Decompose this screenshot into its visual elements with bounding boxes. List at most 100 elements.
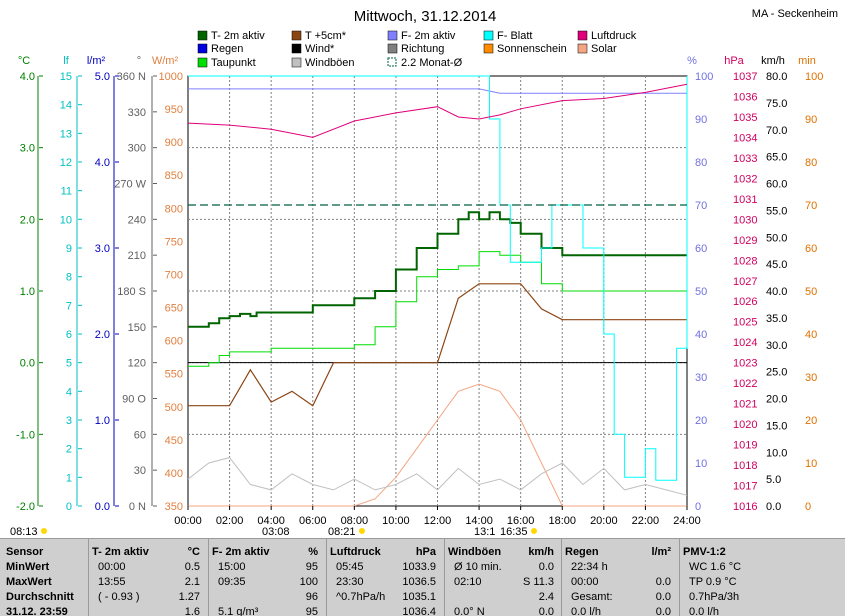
- legend: T- 2m aktiv T +5cm* F- 2m aktiv F- Blatt Luf…: [197, 30, 637, 69]
- table-header-unit: km/h: [528, 546, 554, 558]
- legend-swatch: [577, 30, 588, 41]
- x-tick-label: 08:00: [341, 515, 369, 527]
- axis-unit-leaf: lf: [63, 55, 69, 67]
- table-header-label: Luftdruck: [330, 546, 381, 558]
- axis-tick-hum: 30: [695, 372, 707, 384]
- table-cell-value: 0.5: [184, 561, 200, 573]
- axis-tick-press: 1020: [733, 419, 757, 431]
- axis-tick-wind: 0.0: [766, 501, 781, 513]
- axis-tick-press: 1030: [733, 214, 757, 226]
- table-row: 00:00 0.5: [92, 560, 204, 575]
- axis-tick-hum: 40: [695, 329, 707, 341]
- table-header-unit: hPa: [415, 546, 436, 558]
- x-axis: 00:00 02:00 04:00 06:00 08:00 10:00 12:00 14:00…: [10, 506, 701, 538]
- axis-tick-temp: -1.0: [16, 429, 35, 441]
- axis-tick-temp: 1.0: [20, 286, 35, 298]
- table-separator: [326, 539, 327, 616]
- table-row: ( - 0.93 ) 1.27: [92, 590, 204, 605]
- location-label: MA - Seckenheim: [752, 8, 838, 20]
- axis-tick-solar: 350: [165, 501, 183, 513]
- table-cell: 02:10: [454, 576, 482, 588]
- series-line: [187, 83, 688, 138]
- table-row: WC 1.6 °C: [683, 560, 793, 575]
- table-cell-value: 0.0: [538, 606, 554, 616]
- axis-tick-wind: 30.0: [766, 340, 787, 352]
- table-cell: 00:00: [98, 561, 126, 573]
- axis-tick-hum: 60: [695, 243, 707, 255]
- axis-tick-press: 1033: [733, 153, 757, 165]
- table-row: 22:34 h: [565, 560, 675, 575]
- axis-tick-wind: 80.0: [766, 71, 787, 83]
- table-cell-value: 1.6: [184, 606, 200, 616]
- axis-tick-wind: 10.0: [766, 447, 787, 459]
- axis-tick-sun: 10: [805, 458, 817, 470]
- legend-label: Windböen: [305, 57, 355, 69]
- table-separator: [444, 539, 445, 616]
- table-cell: Ø 10 min.: [454, 561, 502, 573]
- table-row: MinWert: [6, 560, 90, 575]
- table-row: 09:35 100: [212, 575, 322, 590]
- axis-tick-press: 1035: [733, 112, 757, 124]
- series-line: [187, 457, 688, 496]
- axis-tick-press: 1022: [733, 378, 757, 390]
- x-tick-label: 04:00: [257, 515, 285, 527]
- legend-label: 2.2 Monat-Ø: [401, 57, 463, 69]
- table-row: 31.12. 23:59: [6, 605, 90, 616]
- sun-time-a: 08:21: [328, 526, 356, 538]
- table-cell: 05:45: [336, 561, 364, 573]
- axis-tick-sun: 100: [805, 71, 823, 83]
- axis-tick-wind: 35.0: [766, 313, 787, 325]
- axis-tick-press: 1034: [733, 132, 757, 144]
- table-row: 02:10 S 11.3: [448, 575, 558, 590]
- table-cell: 0.0 l/h: [689, 606, 719, 616]
- legend-label: F- Blatt: [497, 30, 532, 42]
- axis-tick-sun: 0: [805, 501, 811, 513]
- x-tick-label: 16:00: [507, 515, 535, 527]
- axis-tick-solar: 700: [165, 269, 183, 281]
- axis-tick-dir: 210: [128, 250, 146, 262]
- axis-tick-leaf: 14: [60, 100, 72, 112]
- axis-tick-leaf: 10: [60, 214, 72, 226]
- x-tick-label: 18:00: [548, 515, 576, 527]
- axis-tick-hum: 50: [695, 286, 707, 298]
- table-row: TP 0.9 °C: [683, 575, 793, 590]
- axis-tick-leaf: 2: [66, 444, 72, 456]
- axis-tick-dir: 360 N: [117, 71, 146, 83]
- series-line: [188, 383, 687, 507]
- axis-tick-solar: 850: [165, 170, 183, 182]
- table-cell-value: 100: [299, 576, 318, 588]
- axis-tick-sun: 40: [805, 329, 817, 341]
- axis-tick-temp: 0.0: [20, 358, 35, 370]
- axis-tick-solar: 750: [165, 236, 183, 248]
- sunrise-label: 08:13: [10, 526, 38, 538]
- table-column: PMV-1:2 WC 1.6 °C TP 0.9 °C 0.7hPa/3h 0.0 l/…: [683, 539, 793, 616]
- table-row: 96: [212, 590, 322, 605]
- axis-tick-wind: 25.0: [766, 367, 787, 379]
- axis-tick-leaf: 15: [60, 71, 72, 83]
- legend-label: Richtung: [401, 43, 444, 55]
- table-column: T- 2m aktiv °C 00:00 0.5 13:55 2.1( - 0.93 ) 1…: [92, 539, 204, 616]
- table-header-label: PMV-1:2: [683, 546, 726, 558]
- axis-unit-rain: l/m²: [87, 55, 106, 67]
- axis-tick-wind: 55.0: [766, 205, 787, 217]
- legend-swatch: [291, 43, 302, 54]
- table-separator: [88, 539, 89, 616]
- table-cell-value: 1036.5: [402, 576, 436, 588]
- axis-unit-solar: W/m²: [152, 55, 179, 67]
- table-row: 5.1 g/m³ 95: [212, 605, 322, 616]
- axis-tick-press: 1017: [733, 481, 757, 493]
- table-row: 0.0° N 0.0: [448, 605, 558, 616]
- axis-tick-rain: 1.0: [95, 415, 110, 427]
- axis-tick-wind: 60.0: [766, 179, 787, 191]
- table-column: Windböen km/h Ø 10 min. 0.0 02:10 S 11.3 2.4 0.…: [448, 539, 558, 616]
- axis-tick-hum: 20: [695, 415, 707, 427]
- axis-tick-rain: 4.0: [95, 157, 110, 169]
- axis-tick-solar: 450: [165, 435, 183, 447]
- legend-swatch: [197, 30, 208, 41]
- table-separator: [679, 539, 680, 616]
- table-row: 1.6: [92, 605, 204, 616]
- table-header: F- 2m aktiv%: [212, 545, 322, 560]
- axis-tick-sun: 70: [805, 200, 817, 212]
- axis-tick-solar: 400: [165, 468, 183, 480]
- table-cell: 15:00: [218, 561, 246, 573]
